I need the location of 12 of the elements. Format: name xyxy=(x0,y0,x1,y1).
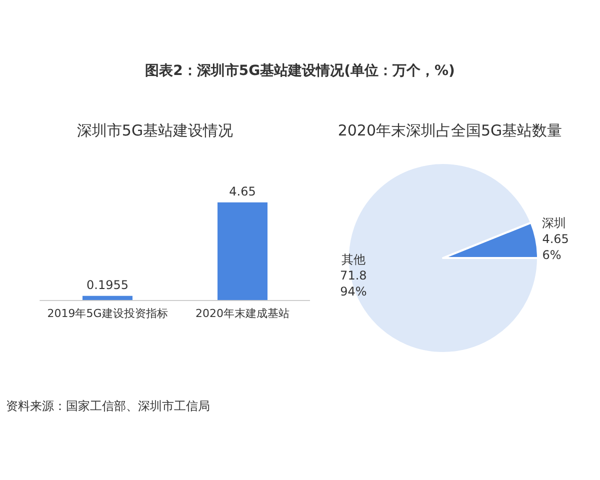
chart-title: 2020年末深圳占全国5G基站数量 xyxy=(338,122,562,140)
slice-label: 其他 xyxy=(341,252,366,267)
data-label: 4.65 xyxy=(229,184,256,198)
text: 资料来源：国家工信部、深圳市工信局 xyxy=(6,398,210,415)
chart-title: 图表2：深圳市5G基站建设情况(单位：万个，%) xyxy=(144,62,456,80)
chart-subtitle: 深圳市5G基站建设情况 xyxy=(76,122,234,140)
x-tick-label: 2019年5G建设投资指标 xyxy=(47,307,168,320)
data-label: 71.8 94% xyxy=(340,268,367,299)
data-label: 4.65 6% xyxy=(542,232,569,262)
x-tick-label: 2020年末建成基站 xyxy=(196,307,290,320)
slice-label: 深圳 xyxy=(542,216,566,230)
data-label: 0.1955 xyxy=(86,278,128,292)
